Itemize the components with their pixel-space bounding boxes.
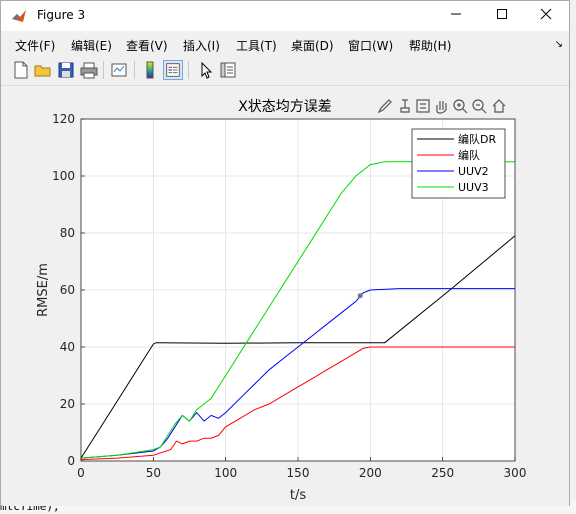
menu-view[interactable]: 查看(V) bbox=[126, 39, 168, 53]
x-tick-label: 250 bbox=[431, 466, 454, 480]
x-tick-label: 100 bbox=[214, 466, 237, 480]
legend[interactable]: 编队DR 编队 UUV2 UUV3 bbox=[411, 128, 506, 199]
x-tick-label: 300 bbox=[504, 466, 527, 480]
y-axis-label: RMSE/m bbox=[36, 263, 51, 317]
toolbar-separator bbox=[103, 61, 104, 79]
pan-icon[interactable] bbox=[436, 101, 447, 114]
zoom-out-icon[interactable] bbox=[472, 99, 487, 114]
figure-toolbar bbox=[1, 57, 569, 86]
maximize-button[interactable] bbox=[479, 1, 525, 31]
legend-entry: 编队DR bbox=[458, 132, 496, 146]
new-figure-icon[interactable] bbox=[11, 60, 31, 80]
menu-insert[interactable]: 插入(I) bbox=[183, 39, 220, 53]
legend-icon[interactable] bbox=[163, 60, 183, 80]
menu-bar: 文件(F) 编辑(E) 查看(V) 插入(I) 工具(T) 桌面(D) 窗口(W… bbox=[1, 31, 569, 57]
series-line-1 bbox=[80, 235, 516, 459]
open-folder-icon[interactable] bbox=[33, 60, 53, 80]
menu-help[interactable]: 帮助(H) bbox=[409, 39, 452, 53]
menu-desktop[interactable]: 桌面(D) bbox=[291, 39, 334, 53]
matlab-icon bbox=[12, 10, 26, 22]
title-bar: Figure 3 bbox=[1, 1, 569, 31]
menu-tools[interactable]: 工具(T) bbox=[236, 39, 277, 53]
x-tick-label: 150 bbox=[287, 466, 310, 480]
zoom-in-icon[interactable] bbox=[453, 99, 468, 114]
data-point-marker[interactable] bbox=[357, 293, 363, 299]
menu-window[interactable]: 窗口(W) bbox=[348, 39, 394, 53]
y-tick-label: 80 bbox=[60, 226, 75, 240]
window-title: Figure 3 bbox=[37, 8, 86, 22]
link-icon[interactable] bbox=[109, 60, 129, 80]
close-button[interactable] bbox=[523, 1, 569, 31]
colorbar-icon[interactable] bbox=[140, 60, 160, 80]
pointer-icon[interactable] bbox=[196, 60, 216, 80]
save-icon[interactable] bbox=[56, 60, 76, 80]
y-tick-label: 0 bbox=[67, 454, 75, 468]
toolbar-separator bbox=[188, 61, 189, 79]
figure-window: Figure 3 文件(F) 编辑(E) 查看(V) 插入(I) 工具(T) 桌… bbox=[0, 0, 570, 506]
brush-icon[interactable] bbox=[377, 99, 392, 114]
y-tick-label: 60 bbox=[60, 283, 75, 297]
home-icon[interactable] bbox=[492, 99, 506, 113]
series-layer bbox=[80, 161, 516, 461]
axes-toolbar bbox=[377, 99, 506, 114]
figure-canvas: X状态均方误差 0 50 100 150 200 250 300 0 20 40 60 80 100 12… bbox=[2, 86, 569, 506]
x-tick-label: 200 bbox=[359, 466, 382, 480]
data-tips-icon[interactable] bbox=[400, 99, 410, 113]
legend-entry: UUV2 bbox=[458, 165, 489, 178]
y-tick-label: 40 bbox=[60, 340, 75, 354]
y-tick-label: 20 bbox=[60, 397, 75, 411]
close-icon bbox=[540, 8, 552, 20]
legend-entry: UUV3 bbox=[458, 181, 489, 194]
legend-entry: 编队 bbox=[458, 148, 480, 162]
x-axis-label: t/s bbox=[290, 488, 306, 503]
maximize-icon bbox=[497, 9, 507, 19]
chart-title: X状态均方误差 bbox=[238, 99, 332, 115]
chart: X状态均方误差 0 50 100 150 200 250 300 0 20 40 60 80 100 12… bbox=[36, 99, 526, 503]
menu-dock-arrow-icon[interactable]: ↘ bbox=[554, 39, 563, 50]
print-icon[interactable] bbox=[79, 60, 99, 80]
tick-labels: 0 50 100 150 200 250 300 0 20 40 60 80 100 120 bbox=[52, 112, 526, 480]
menu-edit[interactable]: 编辑(E) bbox=[71, 39, 112, 53]
minimize-button[interactable] bbox=[433, 1, 479, 31]
y-tick-label: 100 bbox=[52, 169, 75, 183]
property-inspector-icon[interactable] bbox=[218, 60, 238, 80]
menu-file[interactable]: 文件(F) bbox=[15, 39, 56, 53]
minimize-icon bbox=[451, 13, 461, 15]
rotate-icon[interactable] bbox=[416, 99, 430, 113]
y-tick-label: 120 bbox=[52, 112, 75, 126]
x-tick-label: 0 bbox=[77, 466, 85, 480]
toolbar-separator bbox=[134, 61, 135, 79]
series-line-4 bbox=[80, 161, 515, 459]
x-tick-label: 50 bbox=[146, 466, 161, 480]
series-line-2 bbox=[80, 346, 515, 461]
